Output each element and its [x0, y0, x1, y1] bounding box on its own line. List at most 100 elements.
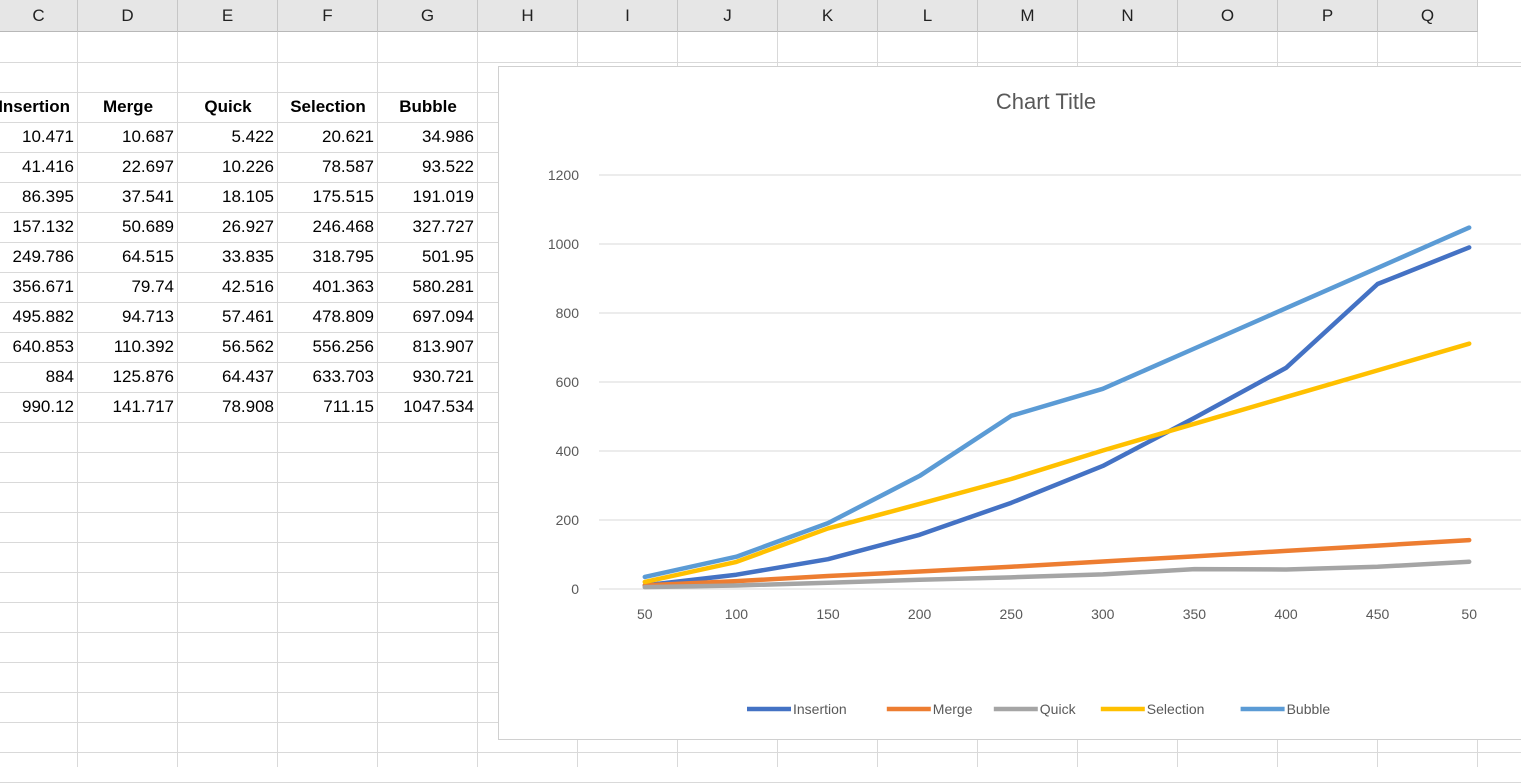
column-header-o[interactable]: O — [1178, 0, 1278, 32]
legend-label: Quick — [1040, 701, 1077, 717]
table-header-cell[interactable]: Quick — [204, 97, 252, 116]
table-cell[interactable]: 94.713 — [122, 307, 174, 326]
column-header-q[interactable]: Q — [1378, 0, 1478, 32]
table-cell[interactable]: 42.516 — [222, 277, 274, 296]
table-cell[interactable]: 110.392 — [113, 337, 174, 356]
table-cell[interactable]: 18.105 — [222, 187, 274, 206]
legend-item-quick[interactable]: Quick — [993, 701, 1077, 717]
column-line — [277, 32, 278, 767]
legend-label: Selection — [1147, 701, 1205, 717]
legend-item-insertion[interactable]: Insertion — [747, 701, 847, 717]
table-cell[interactable]: 41.416 — [22, 157, 74, 176]
series-line-bubble[interactable] — [642, 225, 1472, 580]
table-cell[interactable]: 175.515 — [312, 187, 374, 206]
column-header-m[interactable]: M — [978, 0, 1078, 32]
table-header-cell[interactable]: Insertion — [0, 97, 70, 116]
table-cell[interactable]: 327.727 — [412, 217, 474, 236]
table-cell[interactable]: 495.882 — [12, 307, 74, 326]
table-cell[interactable]: 157.132 — [12, 217, 74, 236]
legend-item-selection[interactable]: Selection — [1100, 701, 1205, 717]
table-cell[interactable]: 10.471 — [22, 127, 74, 146]
table-header-cell[interactable]: Selection — [290, 97, 366, 116]
table-cell[interactable]: 78.908 — [222, 397, 274, 416]
table-cell[interactable]: 64.437 — [222, 367, 274, 386]
series-line-insertion[interactable] — [642, 245, 1472, 588]
column-header-j[interactable]: J — [678, 0, 778, 32]
table-cell[interactable]: 990.12 — [22, 397, 74, 416]
table-cell[interactable]: 318.795 — [312, 247, 374, 266]
table-cell[interactable]: 930.721 — [412, 367, 474, 386]
table-cell[interactable]: 125.876 — [112, 367, 174, 386]
column-header-i[interactable]: I — [578, 0, 678, 32]
table-cell[interactable]: 697.094 — [412, 307, 474, 326]
table-cell[interactable]: 22.697 — [122, 157, 174, 176]
column-line — [377, 32, 378, 767]
chart-title[interactable]: Chart Title — [996, 89, 1096, 114]
table-cell[interactable]: 711.15 — [323, 397, 374, 416]
table-cell[interactable]: 556.256 — [312, 337, 374, 356]
table-cell[interactable]: 50.689 — [122, 217, 174, 236]
column-header-g[interactable]: G — [378, 0, 478, 32]
series-line-selection[interactable] — [642, 341, 1472, 585]
x-tick-label: 200 — [908, 606, 932, 622]
table-cell[interactable]: 356.671 — [12, 277, 74, 296]
table-cell[interactable]: 5.422 — [231, 127, 274, 146]
table-cell[interactable]: 141.717 — [112, 397, 174, 416]
column-header-f[interactable]: F — [278, 0, 378, 32]
x-tick-label: 300 — [1091, 606, 1115, 622]
table-cell[interactable]: 33.835 — [222, 247, 274, 266]
table-cell[interactable]: 86.395 — [22, 187, 74, 206]
table-cell[interactable]: 249.786 — [12, 247, 74, 266]
table-cell[interactable]: 93.522 — [422, 157, 474, 176]
table-cell[interactable]: 884 — [45, 367, 74, 386]
table-cell[interactable]: 34.986 — [422, 127, 474, 146]
table-cell[interactable]: 501.95 — [422, 247, 474, 266]
table-header-cell[interactable]: Merge — [102, 97, 154, 116]
table-cell[interactable]: 79.74 — [131, 277, 174, 296]
table-cell[interactable]: 1047.534 — [403, 397, 474, 416]
chart-legend[interactable]: Insertion Merge Quick Selection Bubble — [747, 701, 1330, 717]
table-cell[interactable]: 26.927 — [222, 217, 274, 236]
table-cell[interactable]: 580.281 — [412, 277, 474, 296]
table-header-cell[interactable]: Bubble — [399, 97, 457, 116]
x-tick-label: 350 — [1183, 606, 1207, 622]
y-tick-label: 800 — [556, 305, 580, 321]
table-cell[interactable]: 640.853 — [12, 337, 74, 356]
column-header-d[interactable]: D — [78, 0, 178, 32]
column-header-n[interactable]: N — [1078, 0, 1178, 32]
column-line — [477, 32, 478, 767]
table-cell[interactable]: 633.703 — [312, 367, 374, 386]
y-tick-label: 0 — [571, 581, 579, 597]
chart-canvas: Chart Title 0 200 400 600 800 1000 1200 50 100 1… — [548, 89, 1521, 717]
table-cell[interactable]: 813.907 — [412, 337, 474, 356]
series-line-quick[interactable] — [642, 559, 1472, 590]
legend-label: Bubble — [1287, 701, 1331, 717]
y-tick-label: 1000 — [548, 236, 579, 252]
column-header-h[interactable]: H — [478, 0, 578, 32]
table-cell[interactable]: 246.468 — [312, 217, 374, 236]
column-header-l[interactable]: L — [878, 0, 978, 32]
table-cell[interactable]: 64.515 — [122, 247, 174, 266]
table-cell[interactable]: 78.587 — [322, 157, 374, 176]
table-cell[interactable]: 37.541 — [122, 187, 174, 206]
series-line-merge[interactable] — [642, 537, 1472, 588]
legend-item-bubble[interactable]: Bubble — [1240, 701, 1331, 717]
legend-item-merge[interactable]: Merge — [886, 701, 973, 717]
line-chart[interactable]: Chart Title 0 200 400 600 800 1000 1200 50 100 1… — [498, 66, 1521, 740]
column-header-p[interactable]: P — [1278, 0, 1378, 32]
table-cell[interactable]: 10.226 — [222, 157, 274, 176]
table-cell[interactable]: 401.363 — [312, 277, 374, 296]
column-header-e[interactable]: E — [178, 0, 278, 32]
column-header-k[interactable]: K — [778, 0, 878, 32]
column-header-c[interactable]: C — [0, 0, 78, 32]
legend-label: Merge — [933, 701, 973, 717]
table-cell[interactable]: 10.687 — [122, 127, 174, 146]
row-line — [0, 62, 1521, 63]
table-cell[interactable]: 56.562 — [222, 337, 274, 356]
table-cell[interactable]: 20.621 — [322, 127, 374, 146]
column-line — [77, 32, 78, 767]
table-cell[interactable]: 478.809 — [312, 307, 374, 326]
row-line — [0, 752, 1521, 753]
table-cell[interactable]: 57.461 — [222, 307, 274, 326]
table-cell[interactable]: 191.019 — [412, 187, 474, 206]
